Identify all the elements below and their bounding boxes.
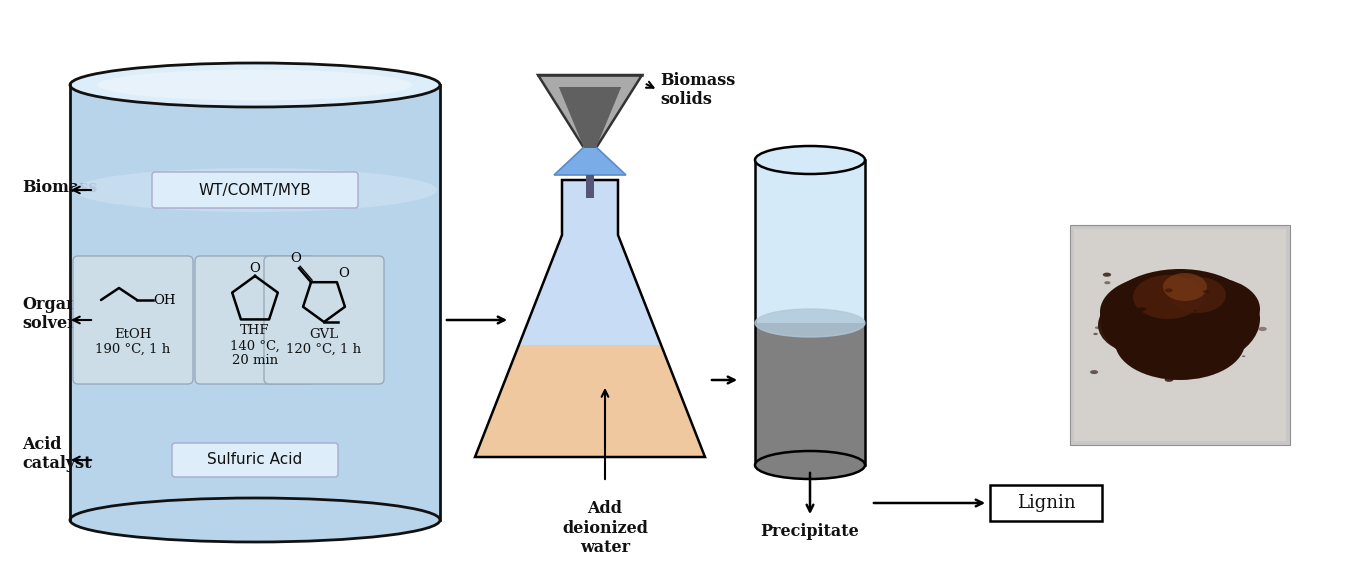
Polygon shape xyxy=(586,175,594,198)
Ellipse shape xyxy=(1115,304,1245,380)
Text: O: O xyxy=(290,252,301,265)
Ellipse shape xyxy=(755,309,865,337)
Text: WT/COMT/MYB: WT/COMT/MYB xyxy=(198,182,312,197)
Ellipse shape xyxy=(1168,339,1173,342)
Ellipse shape xyxy=(1237,292,1242,295)
Ellipse shape xyxy=(1207,328,1214,332)
Text: Organic
solvents: Organic solvents xyxy=(22,296,94,332)
Text: Lignin: Lignin xyxy=(1017,494,1076,512)
Ellipse shape xyxy=(1173,325,1183,331)
Ellipse shape xyxy=(1185,373,1195,377)
Ellipse shape xyxy=(1110,331,1116,334)
Ellipse shape xyxy=(1165,377,1173,382)
Text: Sulfuric Acid: Sulfuric Acid xyxy=(208,453,302,467)
Text: OH: OH xyxy=(153,293,176,306)
Polygon shape xyxy=(539,75,643,148)
Ellipse shape xyxy=(1183,296,1258,348)
Ellipse shape xyxy=(1170,277,1226,313)
Ellipse shape xyxy=(1227,307,1235,311)
Ellipse shape xyxy=(1114,305,1122,309)
Ellipse shape xyxy=(1165,289,1173,292)
Ellipse shape xyxy=(1116,326,1120,328)
FancyBboxPatch shape xyxy=(265,256,383,384)
Ellipse shape xyxy=(1206,335,1214,339)
Ellipse shape xyxy=(1222,340,1231,346)
Text: Add
deionized
water: Add deionized water xyxy=(562,500,648,556)
Ellipse shape xyxy=(1227,359,1234,362)
Ellipse shape xyxy=(1156,277,1260,341)
Polygon shape xyxy=(559,87,621,148)
Bar xyxy=(755,160,865,465)
Bar xyxy=(755,160,865,323)
Ellipse shape xyxy=(1143,317,1148,319)
Ellipse shape xyxy=(1170,319,1174,320)
Ellipse shape xyxy=(1139,308,1146,311)
Ellipse shape xyxy=(1133,275,1203,319)
FancyBboxPatch shape xyxy=(153,172,358,208)
Text: Biomass
solids: Biomass solids xyxy=(660,72,736,108)
Ellipse shape xyxy=(1111,328,1115,331)
Ellipse shape xyxy=(1094,333,1098,335)
Ellipse shape xyxy=(1095,327,1100,329)
Ellipse shape xyxy=(1104,281,1111,284)
FancyBboxPatch shape xyxy=(73,256,193,384)
Ellipse shape xyxy=(1251,304,1256,306)
Ellipse shape xyxy=(70,63,440,107)
Ellipse shape xyxy=(1098,297,1179,353)
Ellipse shape xyxy=(1103,273,1111,277)
Polygon shape xyxy=(554,146,626,175)
Ellipse shape xyxy=(1100,276,1216,348)
Ellipse shape xyxy=(70,498,440,542)
Ellipse shape xyxy=(755,146,865,174)
Text: EtOH
190 °C, 1 h: EtOH 190 °C, 1 h xyxy=(96,328,170,356)
Ellipse shape xyxy=(97,70,412,101)
Text: GVL
120 °C, 1 h: GVL 120 °C, 1 h xyxy=(286,328,362,356)
Text: O: O xyxy=(338,267,348,280)
Text: THF
140 °C,
20 min: THF 140 °C, 20 min xyxy=(230,324,279,367)
Ellipse shape xyxy=(1114,320,1116,322)
Ellipse shape xyxy=(1173,351,1179,354)
Polygon shape xyxy=(475,345,705,457)
Ellipse shape xyxy=(1100,269,1260,369)
Text: Biomass: Biomass xyxy=(22,179,97,197)
Ellipse shape xyxy=(1258,327,1266,331)
Bar xyxy=(1075,229,1287,441)
Text: Acid
catalyst: Acid catalyst xyxy=(22,436,92,472)
Ellipse shape xyxy=(1089,370,1098,374)
Text: O: O xyxy=(250,262,261,275)
Ellipse shape xyxy=(1242,355,1245,357)
Ellipse shape xyxy=(1227,302,1234,305)
Ellipse shape xyxy=(1153,371,1157,373)
FancyBboxPatch shape xyxy=(171,443,338,477)
Bar xyxy=(70,85,440,520)
Ellipse shape xyxy=(1224,331,1234,336)
Ellipse shape xyxy=(1137,308,1145,312)
Ellipse shape xyxy=(1223,301,1230,304)
Text: Precipitate: Precipitate xyxy=(760,523,860,540)
Ellipse shape xyxy=(1193,309,1197,312)
Ellipse shape xyxy=(755,451,865,479)
Ellipse shape xyxy=(1211,366,1215,368)
Ellipse shape xyxy=(1200,319,1208,323)
Ellipse shape xyxy=(1146,340,1152,343)
Bar xyxy=(1071,225,1291,445)
FancyBboxPatch shape xyxy=(194,256,315,384)
Ellipse shape xyxy=(73,168,437,212)
Ellipse shape xyxy=(1191,342,1199,346)
Polygon shape xyxy=(475,180,705,457)
Bar xyxy=(990,485,1102,521)
Ellipse shape xyxy=(1203,290,1210,293)
Ellipse shape xyxy=(1107,316,1111,319)
Ellipse shape xyxy=(1162,273,1207,301)
